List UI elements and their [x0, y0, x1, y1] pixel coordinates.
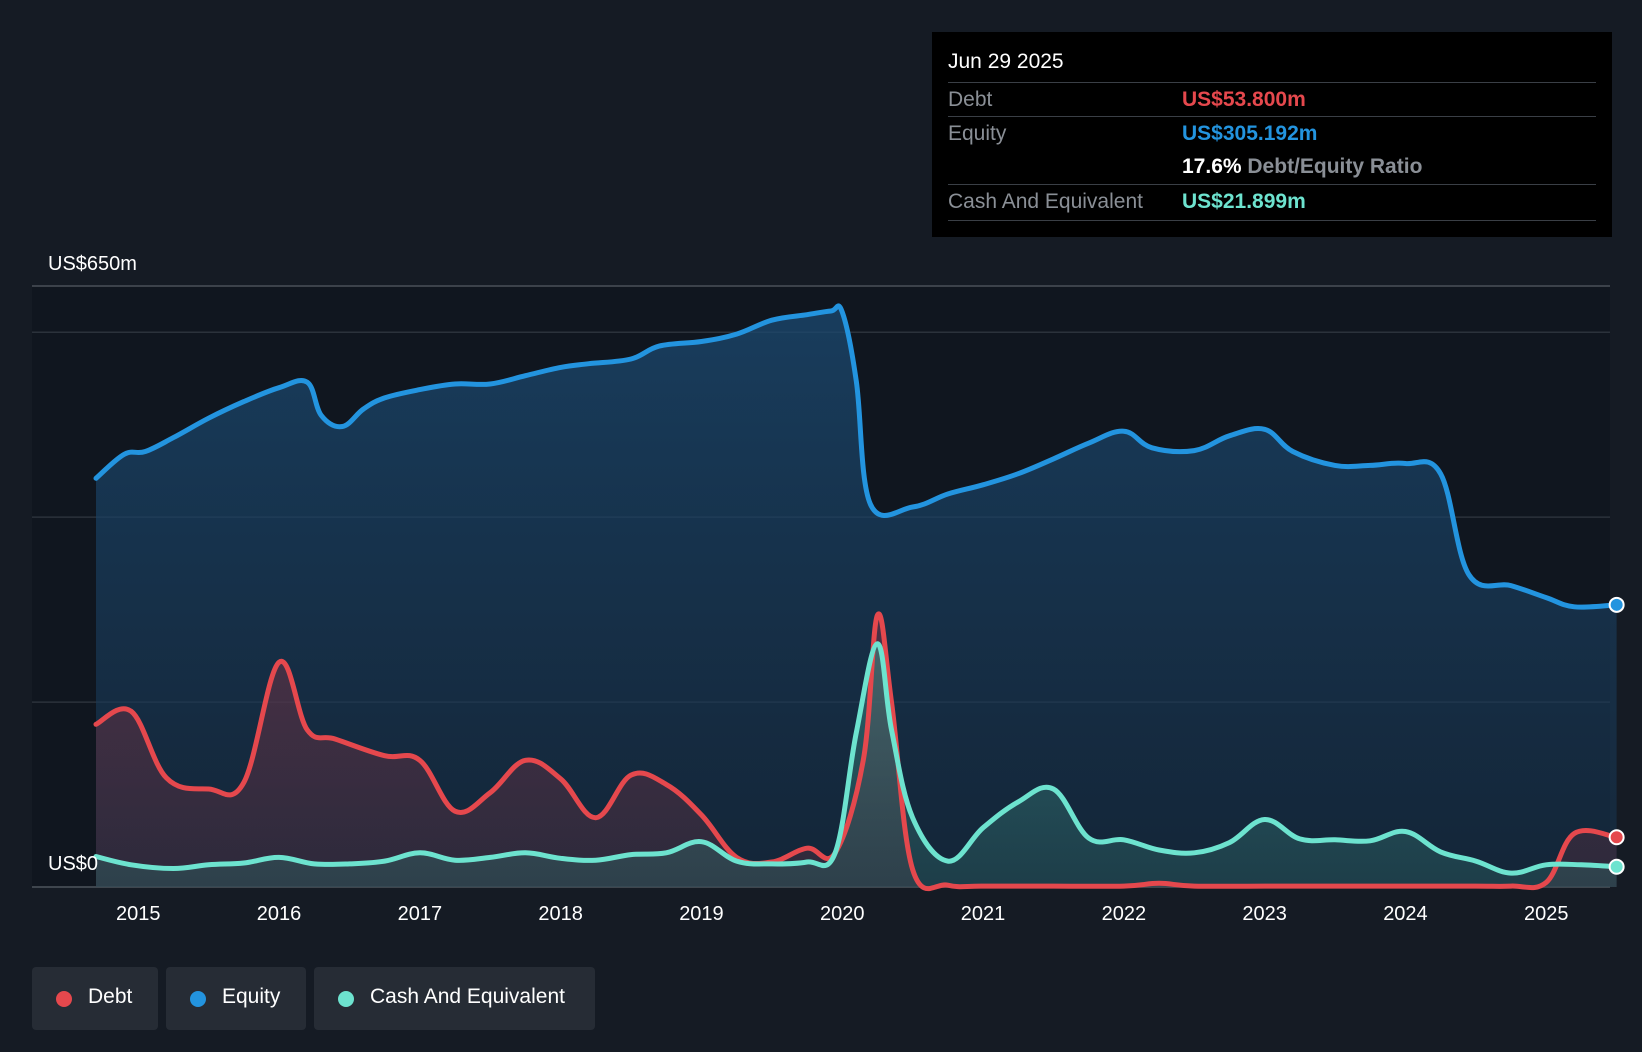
tooltip-ratio: 17.6% Debt/Equity Ratio — [1182, 155, 1422, 179]
debt-dot-icon — [56, 991, 72, 1007]
tooltip-row-ratio: 17.6% Debt/Equity Ratio — [948, 150, 1596, 184]
equity-dot-icon — [190, 991, 206, 1007]
tooltip-cash-label: Cash And Equivalent — [948, 190, 1143, 213]
legend-label-cash: Cash And Equivalent — [370, 985, 565, 1008]
legend-item-debt[interactable]: Debt — [32, 967, 158, 1030]
cash-end-marker[interactable] — [1608, 858, 1625, 875]
tooltip-row-equity: Equity US$305.192m — [948, 116, 1596, 151]
x-tick-label: 2017 — [398, 903, 443, 925]
legend-label-equity: Equity — [222, 985, 281, 1008]
tooltip-date: Jun 29 2025 — [948, 50, 1064, 73]
x-tick-label: 2018 — [538, 903, 583, 925]
x-tick-label: 2015 — [116, 903, 161, 925]
x-tick-label: 2022 — [1102, 903, 1147, 925]
tooltip-divider — [948, 220, 1596, 221]
equity-area — [96, 305, 1617, 888]
debt-area — [96, 613, 1617, 889]
tooltip-equity-value: US$305.192m — [1182, 122, 1318, 145]
debt-line — [93, 611, 1620, 892]
x-tick-label: 2019 — [679, 903, 724, 925]
legend-label-debt: Debt — [88, 985, 133, 1008]
x-tick-label: 2021 — [961, 903, 1006, 925]
equity-end-marker[interactable] — [1608, 596, 1625, 613]
legend-item-cash[interactable]: Cash And Equivalent — [314, 967, 595, 1030]
y-axis-bottom-label: US$0 — [48, 853, 98, 875]
tooltip-debt-value: US$53.800m — [1182, 88, 1306, 111]
tooltip-ratio-value: 17.6% — [1182, 155, 1242, 178]
x-tick-label: 2020 — [820, 903, 865, 925]
tooltip-cash-value: US$21.899m — [1182, 190, 1306, 213]
equity-line — [93, 303, 1620, 610]
x-tick-label: 2025 — [1524, 903, 1569, 925]
x-tick-label: 2023 — [1242, 903, 1287, 925]
tooltip-debt-label: Debt — [948, 88, 993, 111]
tooltip-ratio-label: Debt/Equity Ratio — [1247, 155, 1423, 178]
y-axis-top-label: US$650m — [48, 253, 137, 275]
cash-line — [93, 641, 1620, 876]
tooltip-equity-label: Equity — [948, 122, 1007, 145]
x-tick-label: 2024 — [1383, 903, 1428, 925]
cash-area — [96, 643, 1617, 887]
tooltip-row-debt: Debt US$53.800m — [948, 82, 1596, 117]
cash-dot-icon — [338, 991, 354, 1007]
debt-end-marker[interactable] — [1608, 829, 1625, 846]
tooltip-row-cash: Cash And Equivalent US$21.899m — [948, 184, 1596, 219]
x-tick-label: 2016 — [257, 903, 302, 925]
hover-tooltip: Jun 29 2025 Debt US$53.800m Equity US$30… — [932, 32, 1612, 237]
legend-item-equity[interactable]: Equity — [166, 967, 306, 1030]
